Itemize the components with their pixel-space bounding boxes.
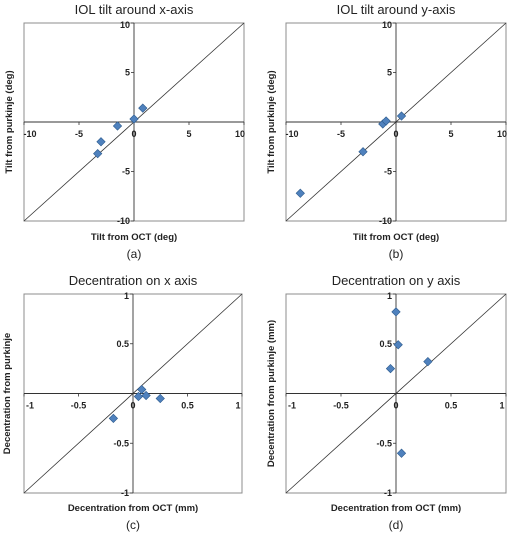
panel-caption: (a) [127, 247, 142, 261]
y-tick-label: 0.5 [116, 339, 129, 349]
y-tick-label: -5 [384, 167, 392, 177]
chart-panel-2: -10 -5 0 5 10 -10 -5 5 10 IOL tilt around y-axis T… [266, 2, 507, 261]
x-tick-label: 5 [186, 129, 191, 139]
chart-panel-1: -10 -5 0 5 10 -10 -5 5 10 IOL tilt around x-axis T… [4, 2, 245, 261]
data-point [155, 393, 165, 404]
chart-panel-3: -1 -0.5 0 0.5 1 -1 -0.5 0.5 1 Decentration on x a… [2, 273, 243, 532]
data-point [391, 307, 401, 317]
chart-title: IOL tilt around x-axis [75, 2, 194, 17]
y-tick-label: 5 [387, 68, 392, 78]
data-point [108, 413, 119, 423]
data-point [141, 390, 151, 401]
y-tick-label: 10 [120, 20, 130, 30]
x-tick-label: 1 [499, 401, 504, 411]
x-tick-label: 1 [235, 401, 240, 411]
y-axis-label: Decentration from purkinje [2, 333, 13, 454]
x-axis-label: Tilt from OCT (deg) [91, 232, 177, 243]
data-point [138, 103, 148, 113]
data-point [133, 391, 144, 402]
x-axis-label: Decentration from OCT (mm) [68, 503, 198, 514]
x-tick-label: 0 [131, 129, 136, 139]
y-tick-label: -10 [379, 216, 392, 226]
panel-caption: (d) [389, 518, 404, 532]
y-tick-label: -0.5 [376, 438, 392, 448]
chart-title: IOL tilt around y-axis [337, 2, 456, 17]
data-point [93, 149, 103, 159]
y-tick-label: 0.5 [379, 339, 392, 349]
x-tick-label: 0 [130, 401, 135, 411]
panel-caption: (c) [126, 518, 140, 532]
data-point [129, 114, 139, 124]
x-tick-label: 10 [235, 129, 245, 139]
x-tick-label: -5 [75, 129, 83, 139]
y-axis-label: Tilt from purkinje (deg) [266, 70, 277, 173]
data-point [358, 147, 368, 157]
data-point [381, 116, 391, 126]
y-tick-label: -1 [121, 488, 129, 498]
data-point [96, 137, 106, 147]
x-tick-label: -1 [26, 401, 34, 411]
x-tick-label: -10 [285, 129, 298, 139]
x-tick-label: -5 [337, 129, 345, 139]
data-point [396, 111, 407, 121]
x-axis-label: Tilt from OCT (deg) [353, 232, 439, 243]
y-tick-label: -5 [122, 167, 130, 177]
y-axis-label: Tilt from purkinje (deg) [4, 70, 15, 173]
y-tick-label: 10 [382, 20, 392, 30]
chart-title: Decentration on x axis [69, 273, 198, 288]
data-point [385, 364, 396, 374]
y-tick-label: -1 [384, 488, 392, 498]
panel-caption: (b) [389, 247, 404, 261]
x-axis-label: Decentration from OCT (mm) [331, 503, 461, 514]
x-tick-label: 10 [497, 129, 507, 139]
chart-title: Decentration on y axis [332, 273, 461, 288]
x-tick-label: 0 [393, 401, 398, 411]
y-tick-label: 1 [387, 291, 392, 301]
x-tick-label: -10 [23, 129, 36, 139]
y-tick-label: 5 [125, 68, 130, 78]
x-tick-label: -0.5 [333, 401, 349, 411]
data-point [295, 188, 305, 198]
x-tick-label: -1 [288, 401, 296, 411]
data-point [137, 384, 147, 395]
data-point [423, 357, 433, 367]
y-axis-label: Decentration from purkinje (mm) [266, 320, 277, 467]
data-point [393, 340, 403, 350]
x-tick-label: 0.5 [445, 401, 458, 411]
y-tick-label: -0.5 [113, 438, 129, 448]
data-point [396, 448, 407, 458]
y-tick-label: -10 [117, 216, 130, 226]
x-tick-label: 5 [448, 129, 453, 139]
x-tick-label: 0.5 [181, 401, 194, 411]
x-tick-label: -0.5 [71, 401, 87, 411]
y-tick-label: 1 [124, 291, 129, 301]
x-tick-label: 0 [393, 129, 398, 139]
chart-panel-4: -1 -0.5 0 0.5 1 -1 -0.5 0.5 1 Decentration on y a… [266, 273, 507, 532]
data-point [112, 121, 123, 131]
